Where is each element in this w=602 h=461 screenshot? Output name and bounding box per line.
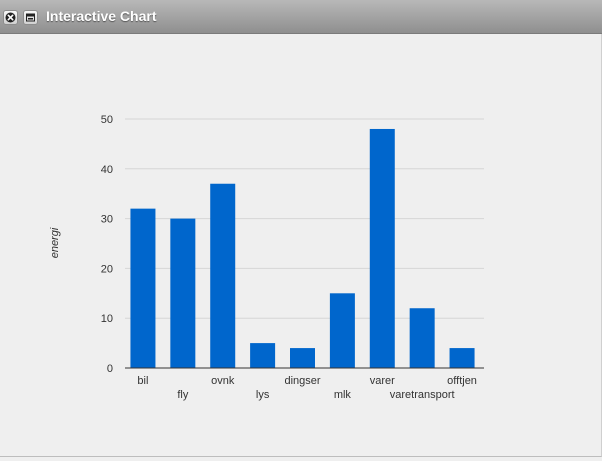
x-tick-label: fly (177, 389, 189, 401)
x-tick-label: varer (370, 375, 395, 387)
bar (170, 218, 196, 368)
x-tick-label: mlk (334, 389, 352, 401)
y-axis-label: energi (49, 227, 61, 258)
y-tick-label: 20 (101, 263, 113, 275)
x-tick-label: offtjen (447, 375, 477, 387)
title-bar[interactable]: Interactive Chart (0, 0, 602, 34)
y-tick-label: 40 (101, 164, 113, 176)
y-tick-label: 10 (101, 313, 113, 325)
bar (449, 348, 475, 368)
x-tick-label: ovnk (211, 375, 235, 387)
bar (210, 183, 236, 368)
close-button[interactable] (3, 10, 18, 25)
bar (290, 348, 315, 368)
x-tick-label: dingser (284, 375, 320, 387)
chart-area: 0 10 20 30 40 50 bil fly ovnk lys dingser mlk varer v… (0, 35, 602, 456)
window-title: Interactive Chart (46, 8, 157, 24)
bar (250, 343, 276, 368)
x-tick-label: varetransport (390, 389, 455, 401)
y-tick-label: 0 (107, 363, 113, 375)
y-tick-label: 30 (101, 214, 113, 226)
bar (409, 308, 435, 368)
x-tick-label: lys (256, 389, 270, 401)
close-icon (5, 12, 16, 23)
bar (130, 208, 156, 368)
x-tick-label: bil (137, 375, 148, 387)
bar-chart: 0 10 20 30 40 50 bil fly ovnk lys dingser mlk varer v… (49, 114, 484, 401)
bar (369, 128, 395, 368)
y-tick-label: 50 (101, 114, 113, 126)
minimize-icon (26, 13, 35, 22)
minimize-button[interactable] (23, 10, 38, 25)
bar (329, 293, 355, 368)
